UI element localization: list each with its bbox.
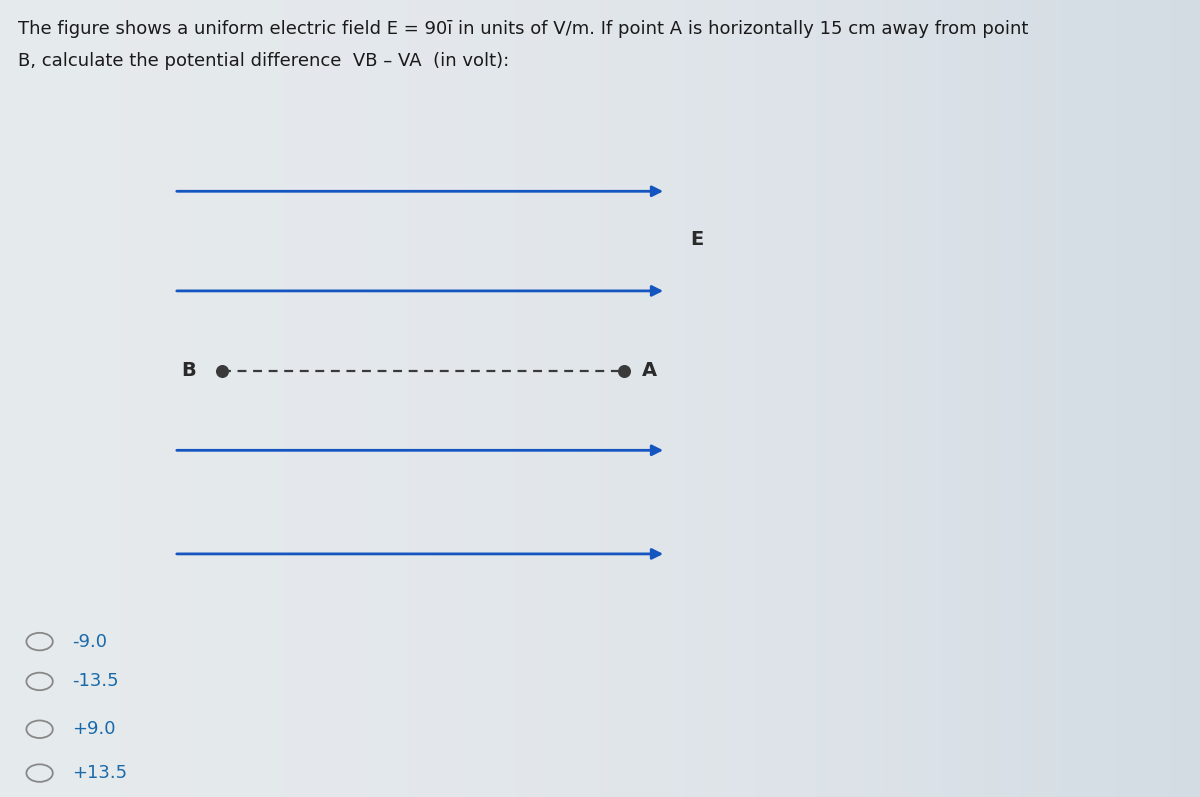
Text: +13.5: +13.5 — [72, 764, 127, 782]
Text: E: E — [690, 230, 703, 249]
Text: B: B — [181, 361, 196, 380]
Text: +9.0: +9.0 — [72, 720, 115, 738]
Text: A: A — [642, 361, 658, 380]
Point — [212, 364, 232, 377]
Text: B, calculate the potential difference  VB – VA  (in volt):: B, calculate the potential difference VB… — [18, 52, 509, 70]
Text: The figure shows a uniform electric field E = 90ī in units of V/m. If point A is: The figure shows a uniform electric fiel… — [18, 20, 1028, 38]
Point — [614, 364, 634, 377]
Text: -9.0: -9.0 — [72, 633, 107, 650]
Text: -13.5: -13.5 — [72, 673, 119, 690]
